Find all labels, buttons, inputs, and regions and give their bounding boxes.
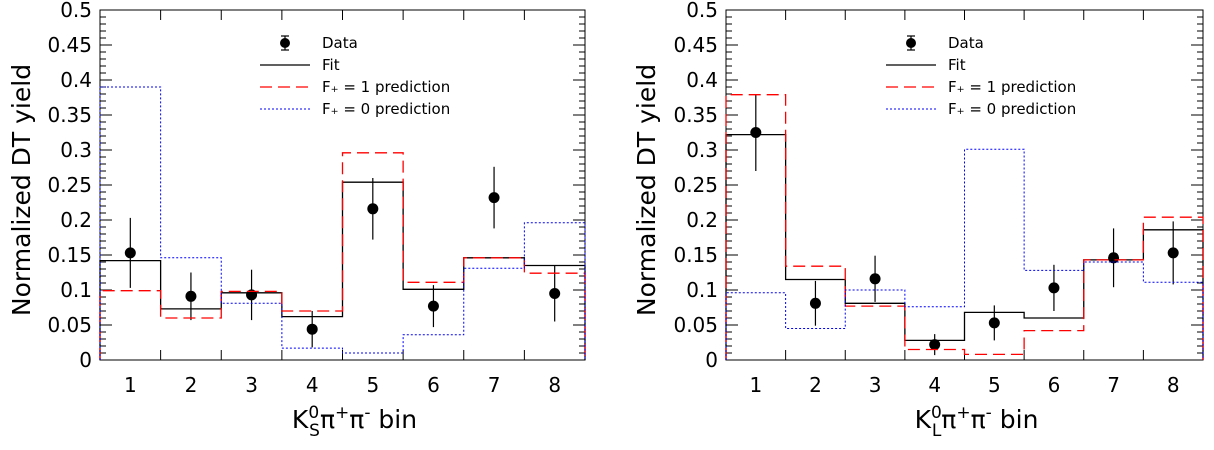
x-title-pion-2: π: [349, 405, 364, 434]
right-chart-panel: 0 0.05 0.1 0.15 0.2 0.25 0.3 0.35 0.4 0.45 0.5 1 2 3 4…: [632, 0, 1204, 441]
y-tick-label: 0.5: [60, 0, 92, 22]
data-point: [1167, 247, 1179, 259]
legend-entry-label: Fit: [322, 56, 340, 74]
legend-entry-label: F₊ = 1 prediction: [322, 78, 450, 96]
legend-entry-label: Data: [322, 34, 358, 52]
y-tick-label: 0.4: [60, 68, 92, 92]
x-axis-title: K0 Lπ+π- bin: [915, 403, 1039, 441]
y-tick-label: 0.05: [673, 313, 718, 337]
x-title-kaon: K: [915, 405, 932, 434]
legend-entry-label: F₊ = 0 prediction: [948, 100, 1076, 118]
y-tick-label: 0.3: [60, 138, 92, 162]
y-tick-label: 0.2: [686, 208, 718, 232]
x-tick-label: 7: [1107, 373, 1120, 397]
x-title-superscript: 0: [931, 403, 942, 423]
x-title-kaon: K: [292, 405, 309, 434]
data-point: [306, 323, 318, 335]
y-tick-label: 0.5: [686, 0, 718, 22]
data-point: [750, 127, 762, 138]
x-tick-label: 8: [548, 373, 561, 397]
x-title-subscript: L: [932, 421, 942, 441]
x-tick-label: 4: [306, 373, 319, 397]
x-tick-label: 4: [928, 373, 941, 397]
x-tick-label: 1: [124, 373, 137, 397]
x-title-suffix: bin: [992, 405, 1039, 434]
left-chart-panel: 0 0.05 0.1 0.15 0.2 0.25 0.3 0.35 0.4 0.45 0.5 1 2 3 4…: [7, 0, 586, 441]
data-point: [549, 288, 561, 299]
x-tick-label: 5: [988, 373, 1001, 397]
x-tick-label: 2: [185, 373, 198, 397]
y-tick-label: 0.45: [47, 33, 92, 57]
x-tick-label: 3: [245, 373, 258, 397]
data-point: [869, 273, 881, 285]
y-tick-label: 0.4: [686, 68, 718, 92]
y-tick-label: 0: [705, 348, 718, 372]
y-tick-label: 0.2: [60, 208, 92, 232]
data-point: [929, 339, 941, 351]
series-1-histogram: [725, 133, 1204, 360]
x-tick-label: 2: [809, 373, 822, 397]
y-tick-label: 0.25: [47, 173, 92, 197]
x-title-minus: -: [364, 403, 370, 423]
series-3-histogram: [725, 148, 1204, 360]
y-tick-label: 0.35: [47, 103, 92, 127]
data-point: [988, 317, 1000, 329]
x-title-plus: +: [956, 403, 970, 423]
x-title-superscript: 0: [308, 403, 319, 423]
data-point: [809, 297, 821, 309]
y-axis-title: Normalized DT yield: [7, 64, 36, 316]
x-tick-label: 5: [366, 373, 379, 397]
data-point: [367, 203, 379, 215]
legend-entry-label: Fit: [948, 56, 966, 74]
x-title-pion: π: [320, 405, 335, 434]
x-title-minus: -: [986, 403, 992, 423]
legend-marker: [280, 38, 290, 48]
y-tick-label: 0.15: [673, 243, 718, 267]
y-tick-label: 0.3: [686, 138, 718, 162]
x-title-pion-2: π: [971, 405, 986, 434]
data-point: [488, 192, 500, 204]
legend-marker: [906, 38, 916, 48]
x-tick-label: 6: [427, 373, 440, 397]
series-2-histogram: [99, 152, 586, 360]
data-point: [124, 247, 136, 259]
legend-entry-label: F₊ = 1 prediction: [948, 78, 1076, 96]
x-tick-label: 8: [1167, 373, 1180, 397]
data-point: [427, 300, 439, 312]
x-title-pion: π: [941, 405, 956, 434]
y-tick-label: 0.45: [673, 33, 718, 57]
x-tick-label: 3: [869, 373, 882, 397]
y-tick-label: 0.25: [673, 173, 718, 197]
y-tick-label: 0.05: [47, 313, 92, 337]
legend-entry-label: Data: [948, 34, 984, 52]
x-tick-label: 7: [488, 373, 501, 397]
y-axis-title: Normalized DT yield: [632, 64, 661, 316]
data-point: [1048, 282, 1060, 294]
y-tick-label: 0.15: [47, 243, 92, 267]
y-tick-label: 0.1: [60, 278, 92, 302]
y-tick-label: 0: [79, 348, 92, 372]
x-title-suffix: bin: [370, 405, 417, 434]
x-title-plus: +: [335, 403, 349, 423]
y-tick-label: 0.35: [673, 103, 718, 127]
legend-entry-label: F₊ = 0 prediction: [322, 100, 450, 118]
y-tick-label: 0.1: [686, 278, 718, 302]
series-2-histogram: [725, 94, 1204, 360]
x-axis-title: K0 Sπ+π- bin: [292, 403, 417, 441]
x-tick-label: 6: [1048, 373, 1061, 397]
x-title-subscript: S: [309, 421, 320, 441]
x-tick-label: 1: [749, 373, 762, 397]
data-point: [185, 290, 197, 302]
